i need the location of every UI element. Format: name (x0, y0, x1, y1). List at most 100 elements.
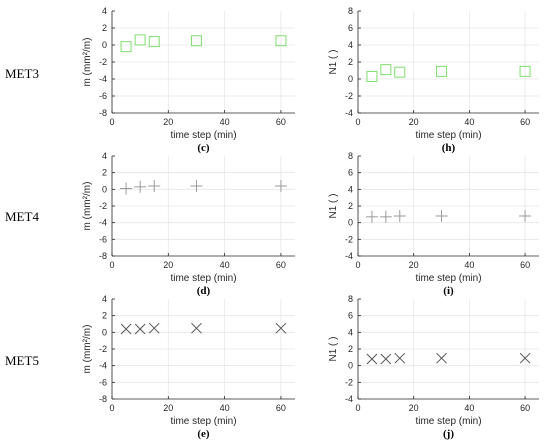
data-point (148, 322, 160, 334)
y-tick-label: 0 (348, 218, 353, 228)
data-point (120, 323, 132, 335)
data-point (134, 34, 146, 46)
y-tick-label: -6 (99, 91, 107, 101)
x-tick-label: 0 (355, 117, 360, 127)
x-tick-label: 20 (163, 260, 173, 270)
x-tick-label: 40 (220, 117, 230, 127)
row-label-met4: MET4 (5, 209, 39, 224)
y-tick-label: 6 (348, 168, 353, 178)
y-tick-label: 4 (102, 294, 107, 304)
data-point-stroke (191, 322, 202, 334)
y-axis-label: N1 ( ) (328, 337, 339, 362)
y-tick-label: 4 (102, 151, 107, 161)
data-point (393, 210, 406, 222)
x-tick-label: 20 (409, 117, 419, 127)
y-tick-label: -4 (99, 74, 107, 84)
data-point-stroke (148, 322, 160, 334)
panel-letter: (d) (197, 285, 211, 297)
data-point (274, 180, 287, 192)
y-tick-label: 4 (348, 40, 353, 50)
data-point (380, 64, 392, 76)
row-label-met3: MET3 (5, 66, 39, 81)
x-tick-label: 40 (220, 403, 230, 413)
data-point (190, 180, 203, 192)
y-tick-label: -2 (99, 201, 107, 211)
x-tick-label: 20 (163, 403, 173, 413)
data-point (191, 322, 202, 334)
data-point (379, 210, 392, 223)
x-axis-label: time step (min) (415, 416, 481, 427)
panel-letter: (i) (443, 285, 454, 297)
y-tick-label: 4 (102, 6, 107, 16)
panel-letter: (c) (197, 142, 210, 154)
y-tick-label: -6 (99, 377, 107, 387)
x-tick-label: 20 (409, 260, 419, 270)
x-axis-label: time step (min) (415, 273, 481, 284)
y-tick-label: 2 (102, 23, 107, 33)
x-tick-label: 0 (109, 260, 114, 270)
y-tick-label: -4 (345, 251, 353, 261)
y-tick-label: -2 (99, 344, 107, 354)
x-tick-label: 60 (276, 403, 286, 413)
data-point (134, 180, 147, 193)
y-tick-label: -4 (345, 108, 353, 118)
x-axis-label: time step (min) (415, 130, 481, 141)
data-point (435, 210, 448, 222)
data-point (275, 322, 287, 334)
data-point (366, 353, 378, 365)
y-tick-label: 2 (102, 168, 107, 178)
x-tick-label: 60 (276, 117, 286, 127)
x-tick-label: 60 (276, 260, 286, 270)
y-tick-label: -4 (345, 394, 353, 404)
y-axis-label: N1 ( ) (328, 50, 339, 75)
y-tick-label: 2 (348, 201, 353, 211)
y-tick-label: -2 (345, 91, 353, 101)
data-point (519, 65, 531, 77)
x-tick-label: 0 (109, 117, 114, 127)
data-point (275, 35, 287, 47)
data-point (436, 352, 447, 364)
y-axis-label: m (mm²/m) (82, 38, 93, 87)
x-tick-label: 40 (464, 260, 474, 270)
y-tick-label: 6 (348, 311, 353, 321)
x-tick-label: 20 (163, 117, 173, 127)
y-tick-label: 0 (348, 361, 353, 371)
data-point (366, 70, 378, 82)
data-point (120, 182, 133, 195)
data-point-stroke (436, 352, 447, 364)
y-tick-label: 2 (348, 57, 353, 67)
y-tick-label: 2 (348, 344, 353, 354)
y-tick-label: 0 (102, 327, 107, 337)
panel-letter: (e) (197, 428, 210, 440)
data-point-stroke (380, 353, 392, 365)
y-tick-label: -4 (99, 361, 107, 371)
data-point (148, 36, 160, 48)
data-point (190, 35, 202, 47)
data-point-stroke (366, 353, 378, 365)
x-tick-label: 40 (464, 403, 474, 413)
data-point-stroke (519, 352, 531, 364)
y-tick-label: -2 (99, 57, 107, 67)
panel-letter: (h) (442, 142, 456, 154)
x-tick-label: 0 (355, 403, 360, 413)
data-point (134, 323, 146, 335)
y-tick-label: -6 (99, 234, 107, 244)
y-tick-label: -8 (99, 394, 107, 404)
data-point (380, 353, 392, 365)
y-tick-label: 8 (348, 6, 353, 16)
y-tick-label: 0 (348, 74, 353, 84)
data-point (365, 210, 378, 223)
x-tick-label: 60 (520, 403, 530, 413)
row-label-met5: MET5 (5, 353, 39, 368)
data-point (120, 41, 132, 53)
y-axis-label: m (mm²/m) (82, 325, 93, 374)
data-point (394, 66, 406, 78)
y-tick-label: 0 (102, 184, 107, 194)
x-tick-label: 40 (220, 260, 230, 270)
y-tick-label: 2 (102, 311, 107, 321)
y-tick-label: -8 (99, 108, 107, 118)
